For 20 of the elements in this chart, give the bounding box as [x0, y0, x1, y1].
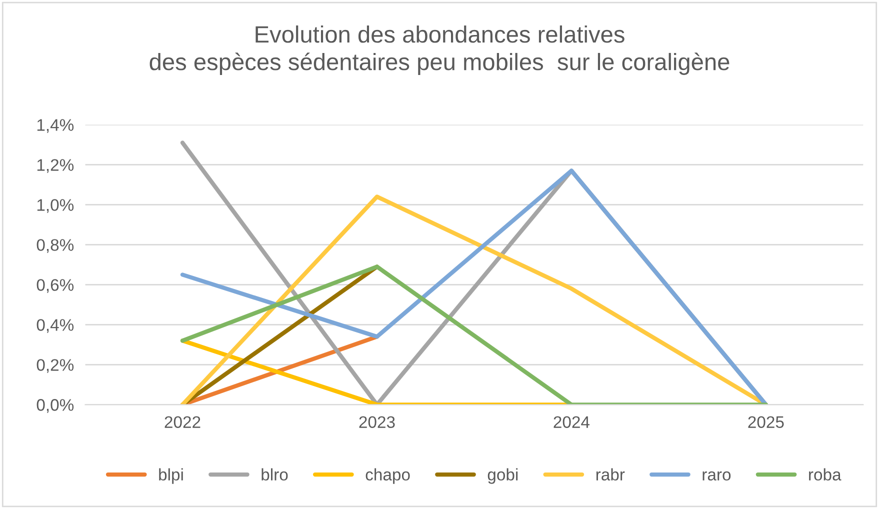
- legend-label: roba: [809, 468, 842, 481]
- chart-title: Evolution des abondances relatives des espèces sédentaires peu mobiles sur le coraligène: [150, 25, 730, 75]
- y-tick-label: 1,0%: [37, 199, 74, 213]
- y-tick-label: 1,4%: [37, 119, 74, 133]
- x-tick-label: 2023: [359, 416, 395, 428]
- legend-label: blro: [262, 468, 288, 481]
- legend-label: rabr: [596, 468, 625, 481]
- legend-label: gobi: [488, 468, 518, 484]
- y-tick-label: 0,0%: [36, 399, 74, 413]
- x-tick-label: 2024: [554, 416, 590, 428]
- y-tick-label: 1,2%: [37, 159, 74, 173]
- x-tick-label: 2022: [164, 416, 200, 428]
- y-tick-label: 0,4%: [36, 319, 74, 333]
- legend-label: chapo: [366, 468, 410, 484]
- y-tick-label: 0,2%: [36, 359, 74, 373]
- x-tick-label: 2025: [748, 416, 784, 428]
- y-tick-label: 0,8%: [36, 239, 74, 253]
- legend-label: raro: [702, 471, 731, 481]
- y-tick-label: 0,6%: [36, 279, 74, 293]
- legend-label: blpi: [159, 468, 183, 484]
